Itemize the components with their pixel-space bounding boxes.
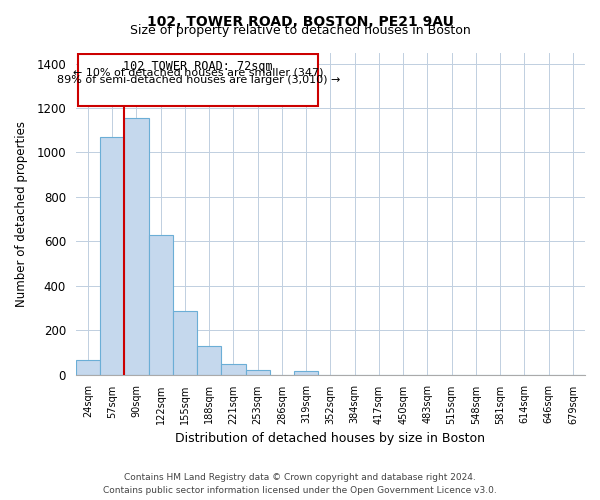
Bar xyxy=(197,346,221,374)
Bar xyxy=(294,370,318,374)
Bar xyxy=(221,364,245,374)
Text: 102, TOWER ROAD, BOSTON, PE21 9AU: 102, TOWER ROAD, BOSTON, PE21 9AU xyxy=(146,15,454,29)
Text: 102 TOWER ROAD: 72sqm: 102 TOWER ROAD: 72sqm xyxy=(124,60,273,72)
Bar xyxy=(124,118,149,374)
Y-axis label: Number of detached properties: Number of detached properties xyxy=(15,120,28,306)
Bar xyxy=(149,234,173,374)
Bar xyxy=(173,312,197,374)
Text: Size of property relative to detached houses in Boston: Size of property relative to detached ho… xyxy=(130,24,470,37)
Text: Contains HM Land Registry data © Crown copyright and database right 2024.
Contai: Contains HM Land Registry data © Crown c… xyxy=(103,474,497,495)
Text: 89% of semi-detached houses are larger (3,010) →: 89% of semi-detached houses are larger (… xyxy=(56,75,340,85)
Bar xyxy=(78,54,318,106)
Text: ← 10% of detached houses are smaller (347): ← 10% of detached houses are smaller (34… xyxy=(73,68,323,78)
Bar xyxy=(100,137,124,374)
Bar xyxy=(245,370,270,374)
X-axis label: Distribution of detached houses by size in Boston: Distribution of detached houses by size … xyxy=(175,432,485,445)
Bar xyxy=(76,360,100,374)
